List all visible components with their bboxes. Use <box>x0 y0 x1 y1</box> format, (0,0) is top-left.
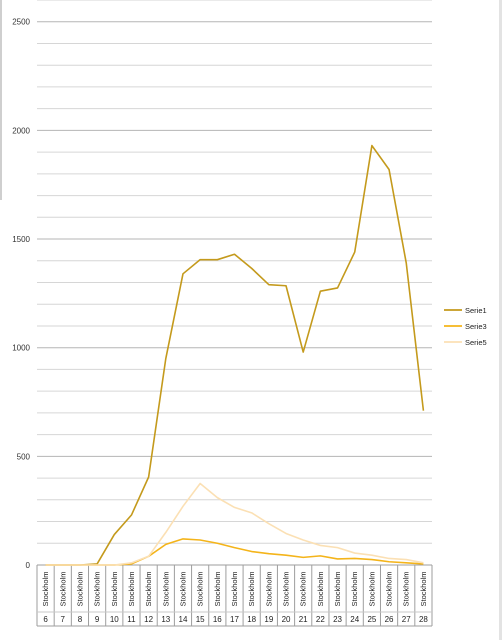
x-tick-label: 15 <box>196 615 205 624</box>
legend-label: Serie3 <box>465 322 487 331</box>
category-group-label: Stockholm <box>144 571 153 606</box>
category-group-label: Stockholm <box>402 571 411 606</box>
x-tick-label: 17 <box>230 615 239 624</box>
y-tick-label: 500 <box>17 452 31 461</box>
category-group-label: Stockholm <box>58 571 67 606</box>
series-line-serie1 <box>45 144 425 566</box>
x-tick-label: 8 <box>78 615 83 624</box>
category-group-label: Stockholm <box>316 571 325 606</box>
y-tick-label: 0 <box>26 561 31 570</box>
x-tick-label: 23 <box>333 615 342 624</box>
x-tick-label: 20 <box>282 615 291 624</box>
x-tick-label: 7 <box>61 615 66 624</box>
legend-label: Serie5 <box>465 338 487 347</box>
x-tick-label: 9 <box>95 615 100 624</box>
y-tick-label: 2000 <box>12 126 30 135</box>
category-group-label: Stockholm <box>110 571 119 606</box>
x-tick-label: 27 <box>402 615 411 624</box>
category-group-label: Stockholm <box>196 571 205 606</box>
x-tick-label: 26 <box>385 615 394 624</box>
x-tick-label: 16 <box>213 615 222 624</box>
category-group-label: Stockholm <box>127 571 136 606</box>
legend-label: Serie1 <box>465 306 487 315</box>
category-group-label: Stockholm <box>213 571 222 606</box>
x-tick-label: 28 <box>419 615 428 624</box>
y-tick-label: 1500 <box>12 235 30 244</box>
series-line-serie5 <box>45 482 424 566</box>
y-tick-label: 1000 <box>12 344 30 353</box>
window-edge-left <box>0 0 2 200</box>
category-group-label: Stockholm <box>230 571 239 606</box>
x-tick-label: 6 <box>43 615 48 624</box>
category-group-label: Stockholm <box>93 571 102 606</box>
x-tick-label: 18 <box>247 615 256 624</box>
category-group-label: Stockholm <box>41 571 50 606</box>
category-group-label: Stockholm <box>333 571 342 606</box>
x-tick-label: 13 <box>161 615 170 624</box>
category-group-label: Stockholm <box>419 571 428 606</box>
x-tick-label: 10 <box>110 615 119 624</box>
category-group-label: Stockholm <box>367 571 376 606</box>
x-tick-label: 11 <box>127 615 136 624</box>
x-tick-label: 22 <box>316 615 325 624</box>
x-tick-label: 12 <box>144 615 153 624</box>
x-tick-label: 25 <box>367 615 376 624</box>
x-tick-label: 21 <box>299 615 308 624</box>
category-group-label: Stockholm <box>299 571 308 606</box>
category-group-label: Stockholm <box>350 571 359 606</box>
category-group-label: Stockholm <box>178 571 187 606</box>
category-group-label: Stockholm <box>282 571 291 606</box>
category-group-label: Stockholm <box>247 571 256 606</box>
x-tick-label: 19 <box>264 615 273 624</box>
y-tick-label: 2500 <box>12 18 30 27</box>
window-edge-right <box>499 0 502 640</box>
category-group-label: Stockholm <box>385 571 394 606</box>
category-group-label: Stockholm <box>161 571 170 606</box>
category-group-label: Stockholm <box>75 571 84 606</box>
category-group-label: Stockholm <box>264 571 273 606</box>
x-tick-label: 14 <box>179 615 188 624</box>
x-tick-label: 24 <box>350 615 359 624</box>
